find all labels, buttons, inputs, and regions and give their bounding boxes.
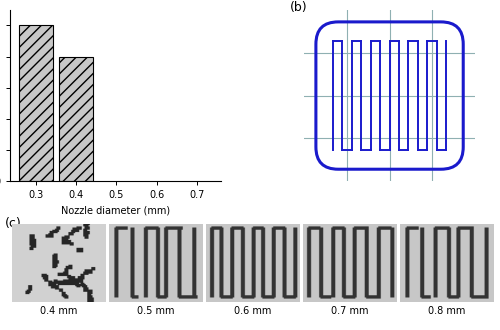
Text: 0.4 mm: 0.4 mm bbox=[40, 306, 77, 316]
Text: (b): (b) bbox=[290, 1, 308, 14]
Text: 0.7 mm: 0.7 mm bbox=[331, 306, 368, 316]
Text: 0.5 mm: 0.5 mm bbox=[137, 306, 174, 316]
Text: 0.8 mm: 0.8 mm bbox=[428, 306, 465, 316]
Bar bbox=[59, 57, 94, 181]
Text: (c): (c) bbox=[5, 217, 22, 230]
Bar bbox=[19, 25, 53, 181]
Text: 0.6 mm: 0.6 mm bbox=[234, 306, 271, 316]
X-axis label: Nozzle diameter (mm): Nozzle diameter (mm) bbox=[61, 206, 170, 216]
